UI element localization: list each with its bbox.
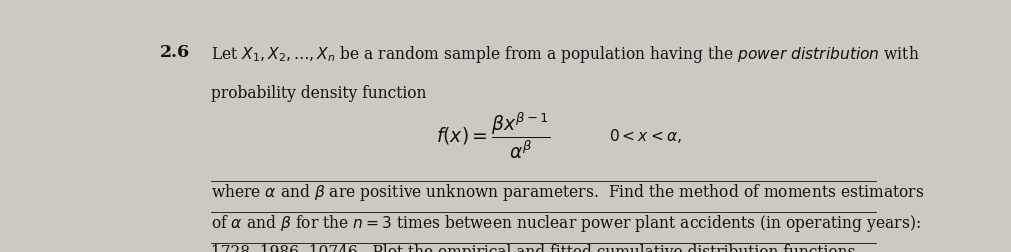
Text: $0 < x < \alpha,$: $0 < x < \alpha,$: [609, 127, 681, 145]
Text: 1728, 1986, 10746.  Plot the empirical and fitted cumulative distribution functi: 1728, 1986, 10746. Plot the empirical an…: [211, 244, 859, 252]
Text: Let $X_1, X_2, \ldots, X_n$ be a random sample from a population having the $\ma: Let $X_1, X_2, \ldots, X_n$ be a random …: [211, 44, 919, 65]
Text: where $\alpha$ and $\beta$ are positive unknown parameters.  Find the method of : where $\alpha$ and $\beta$ are positive …: [211, 182, 924, 203]
Text: probability density function: probability density function: [211, 85, 427, 102]
Text: 2.6: 2.6: [160, 44, 189, 61]
Text: of $\alpha$ and $\beta$ for the $n = 3$ times between nuclear power plant accide: of $\alpha$ and $\beta$ for the $n = 3$ …: [211, 213, 920, 234]
Text: $f(x) = \dfrac{\beta x^{\beta-1}}{\alpha^{\beta}}$: $f(x) = \dfrac{\beta x^{\beta-1}}{\alpha…: [436, 111, 550, 161]
